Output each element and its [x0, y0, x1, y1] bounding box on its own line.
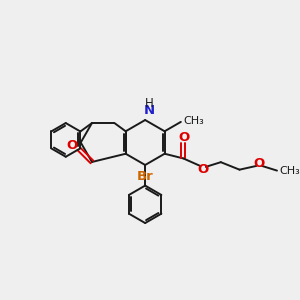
Text: O: O [179, 131, 190, 144]
Text: O: O [254, 157, 265, 169]
Text: O: O [197, 163, 208, 176]
Text: N: N [143, 104, 155, 117]
Text: CH₃: CH₃ [280, 166, 300, 176]
Text: O: O [67, 139, 78, 152]
Text: Br: Br [137, 170, 154, 183]
Text: H: H [145, 97, 153, 110]
Text: CH₃: CH₃ [184, 116, 204, 126]
